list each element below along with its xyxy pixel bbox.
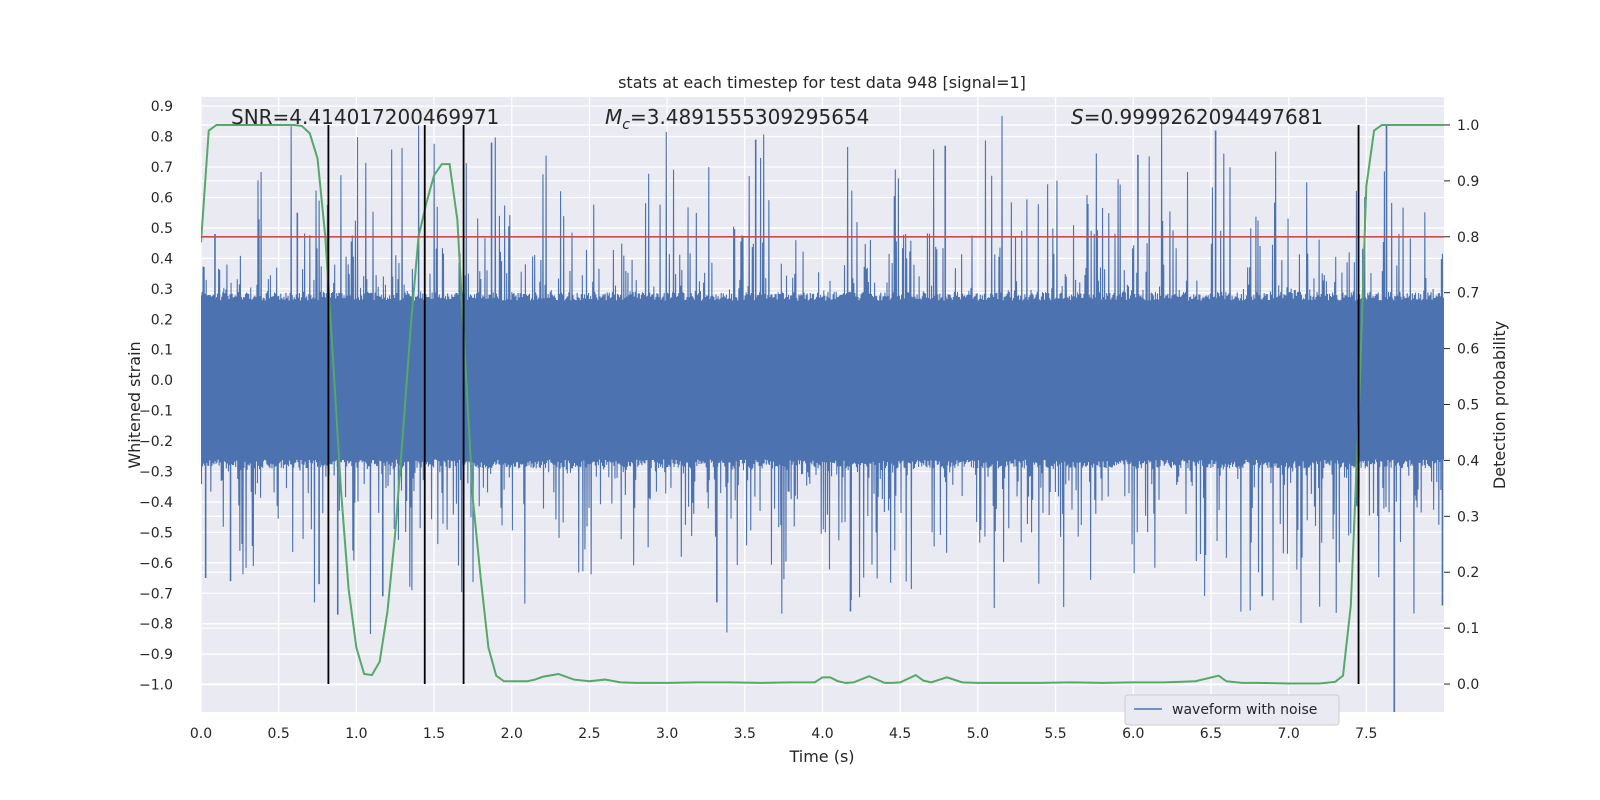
probability-line (201, 123, 1444, 685)
chirp-mass-annotation: Mc=3.4891555309295654 (605, 105, 869, 133)
x-tick-label: 7.0 (1277, 726, 1299, 742)
y-left-tick-label: −0.5 (139, 525, 173, 541)
x-tick-label: 5.0 (967, 726, 989, 742)
y-left-tick-label: −0.1 (139, 404, 173, 420)
legend: waveform with noise (1124, 694, 1340, 726)
y-left-tick-label: −0.4 (139, 495, 173, 511)
y-left-tick-label: −1.0 (139, 678, 173, 694)
x-tick-label: 6.5 (1200, 726, 1222, 742)
x-tick-label: 1.0 (345, 726, 367, 742)
y-axis-right: 0.0 0.1 0.2 0.3 0.4 0.5 0.6 0.7 0.8 0.9 1.0 (1444, 118, 1479, 693)
x-tick-label: 1.5 (423, 726, 445, 742)
chart-title: stats at each timestep for test data 948… (618, 73, 1026, 92)
x-tick-label: 0.5 (268, 726, 290, 742)
x-tick-label: 0.0 (190, 726, 212, 742)
x-tick-label: 2.0 (501, 726, 523, 742)
statistic-annotation: S=0.9999262094497681 (1071, 105, 1323, 129)
x-tick-label: 6.0 (1122, 726, 1144, 742)
x-tick-label: 7.5 (1355, 726, 1377, 742)
waveform-line (201, 115, 1444, 635)
statistic-value: =0.9999262094497681 (1084, 105, 1323, 129)
y-axis-left: 0.9 0.8 0.7 0.6 0.5 0.4 0.3 0.2 0.1 0.0 −0.1 −0.2 −0… (139, 99, 173, 693)
y-left-tick-label: −0.6 (139, 556, 173, 572)
y-right-tick-label: 0.0 (1457, 677, 1479, 693)
waveform-series (201, 115, 1444, 712)
y-left-tick-label: 0.1 (151, 343, 173, 359)
y-right-tick-label: 0.8 (1457, 230, 1479, 246)
x-tick-label: 3.0 (656, 726, 678, 742)
probability-series (201, 123, 1444, 685)
y-right-tick-label: 0.1 (1457, 621, 1479, 637)
x-tick-label: 5.5 (1044, 726, 1066, 742)
legend-box (1124, 694, 1340, 726)
snr-annotation: SNR=4.414017200469971 (231, 105, 499, 129)
y-left-tick-label: 0.7 (151, 160, 173, 176)
y-right-tick-label: 0.3 (1457, 509, 1479, 525)
y-left-tick-label: −0.2 (139, 434, 173, 450)
y-axis-right-label: Detection probability (1490, 321, 1509, 489)
y-right-tick-label: 0.4 (1457, 453, 1479, 469)
y-left-tick-label: −0.9 (139, 647, 173, 663)
legend-label: waveform with noise (1172, 702, 1317, 718)
y-left-tick-label: 0.3 (151, 282, 173, 298)
y-left-tick-label: 0.8 (151, 130, 173, 146)
y-left-tick-label: −0.3 (139, 464, 173, 480)
y-left-tick-label: 0.6 (151, 190, 173, 206)
x-tick-label: 2.5 (578, 726, 600, 742)
x-axis: 0.0 0.5 1.0 1.5 2.0 2.5 3.0 3.5 4.0 4.5 5.0 5.5 6.0 6… (190, 726, 1378, 742)
y-left-tick-label: 0.0 (151, 373, 173, 389)
y-right-tick-label: 1.0 (1457, 118, 1479, 134)
statistic-symbol: S (1071, 105, 1084, 129)
y-left-tick-label: 0.4 (151, 251, 173, 267)
chirp-mass-value: =3.4891555309295654 (630, 105, 869, 129)
x-tick-label: 4.5 (889, 726, 911, 742)
y-right-tick-label: 0.7 (1457, 286, 1479, 302)
x-axis-label: Time (s) (788, 747, 854, 766)
y-right-tick-label: 0.2 (1457, 565, 1479, 581)
reference-lines (201, 124, 1444, 685)
chirp-mass-symbol: M (605, 105, 622, 129)
y-left-tick-label: −0.7 (139, 586, 173, 602)
plot-area (201, 115, 1444, 712)
y-left-tick-label: 0.5 (151, 221, 173, 237)
y-left-tick-label: −0.8 (139, 617, 173, 633)
y-left-tick-label: 0.9 (151, 99, 173, 115)
chirp-mass-subscript: c (622, 117, 630, 133)
x-tick-label: 4.0 (811, 726, 833, 742)
y-left-tick-label: 0.2 (151, 312, 173, 328)
y-axis-left-label: Whitened strain (125, 341, 144, 468)
y-right-tick-label: 0.9 (1457, 174, 1479, 190)
x-tick-label: 3.5 (734, 726, 756, 742)
y-right-tick-label: 0.6 (1457, 342, 1479, 358)
y-right-tick-label: 0.5 (1457, 398, 1479, 414)
